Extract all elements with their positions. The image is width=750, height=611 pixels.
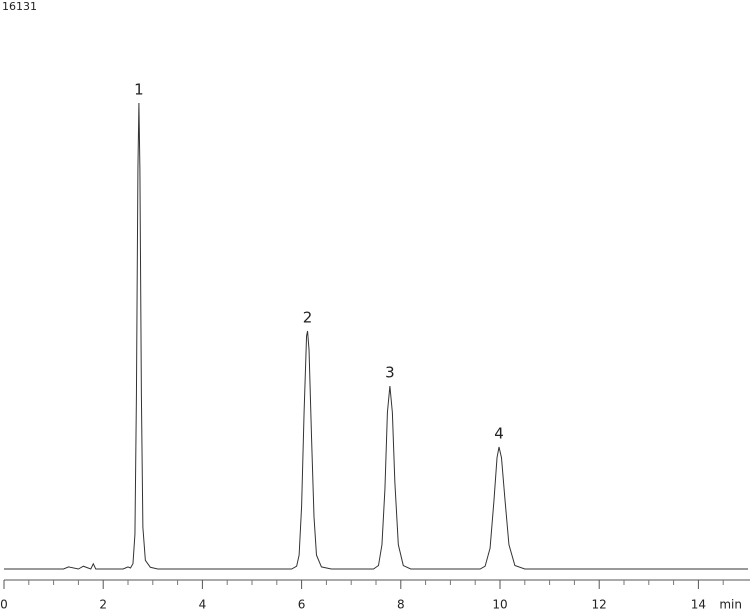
- x-tick-label: 4: [199, 598, 207, 611]
- x-axis-label: min: [719, 598, 742, 611]
- x-tick-label: 12: [592, 598, 607, 611]
- peak-label: 2: [303, 309, 313, 327]
- peak-label: 3: [385, 363, 395, 381]
- x-tick-label: 14: [691, 598, 706, 611]
- x-tick-label: 8: [397, 598, 405, 611]
- x-tick-label: 2: [99, 598, 107, 611]
- y-tick-label: 16131: [2, 0, 37, 13]
- x-tick-label: 10: [492, 598, 507, 611]
- peak-label: 1: [134, 81, 144, 99]
- x-tick-label: 6: [298, 598, 306, 611]
- peak-label: 4: [494, 424, 504, 442]
- x-tick-label: 0: [0, 598, 8, 611]
- trace: [4, 103, 748, 570]
